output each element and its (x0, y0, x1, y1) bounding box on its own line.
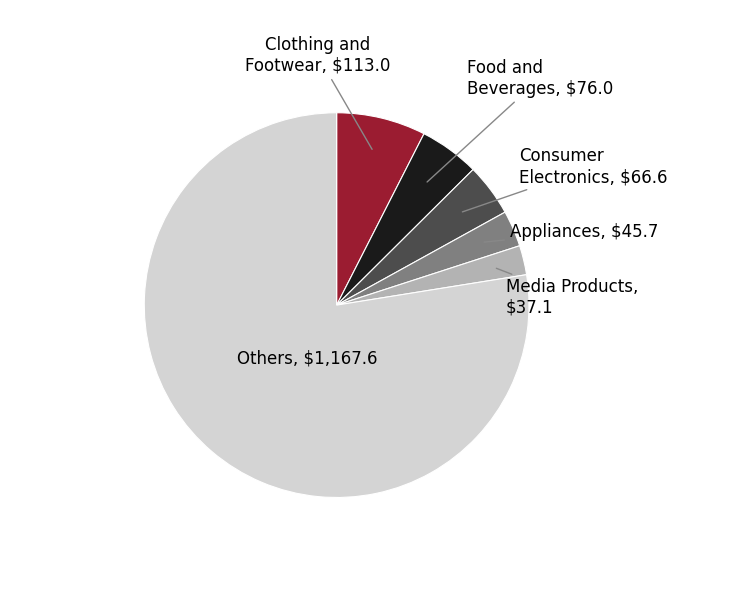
Text: Others, $1,167.6: Others, $1,167.6 (237, 350, 377, 368)
Wedge shape (337, 134, 473, 305)
Text: Appliances, $45.7: Appliances, $45.7 (484, 223, 658, 242)
Text: Food and
Beverages, $76.0: Food and Beverages, $76.0 (427, 59, 614, 182)
Wedge shape (337, 113, 424, 305)
Wedge shape (337, 246, 526, 305)
Wedge shape (337, 212, 520, 305)
Wedge shape (144, 113, 529, 498)
Text: Clothing and
Footwear, $113.0: Clothing and Footwear, $113.0 (245, 35, 390, 150)
Text: Media Products,
$37.1: Media Products, $37.1 (496, 268, 638, 317)
Wedge shape (337, 170, 505, 305)
Text: Consumer
Electronics, $66.6: Consumer Electronics, $66.6 (463, 147, 668, 212)
